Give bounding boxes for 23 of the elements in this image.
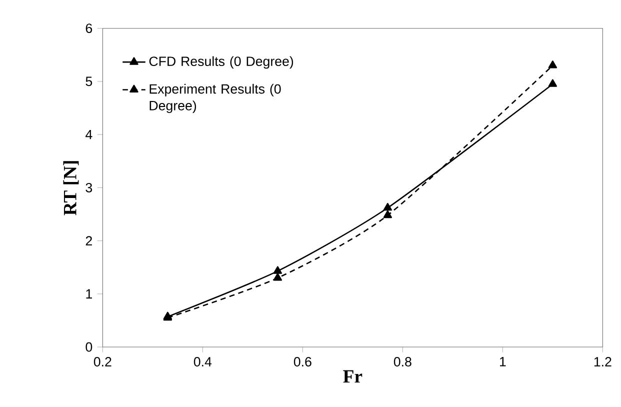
legend-label: Experiment Results (0 Degree): [150, 84, 281, 113]
y-tick-label: 2: [86, 236, 92, 246]
point: [273, 273, 282, 281]
y-tick-label: 6: [86, 24, 92, 34]
y-tick-label: 0: [86, 342, 92, 352]
point: [273, 266, 282, 274]
y-tick-label: 5: [86, 76, 92, 86]
point: [383, 210, 392, 218]
y-tick-label: 4: [86, 130, 92, 140]
x-tick-label: 1: [500, 357, 506, 366]
point: [383, 202, 392, 211]
x-tick-label: 0.6: [294, 357, 312, 366]
x-tick-label: 1.2: [594, 357, 612, 366]
point: [548, 79, 558, 87]
x-tick-label: 0.8: [394, 357, 412, 366]
y-tick-label: 3: [86, 182, 92, 192]
y-axis-title: RT [N]: [63, 161, 79, 216]
y-tick-label: 1: [86, 289, 92, 298]
x-axis-title: Fr: [343, 370, 362, 383]
x-tick-label: 0.4: [194, 357, 212, 366]
point: [548, 60, 558, 68]
legend-label: CFD Results (0 Degree): [149, 56, 294, 69]
x-tick-label: 0.2: [94, 357, 112, 366]
